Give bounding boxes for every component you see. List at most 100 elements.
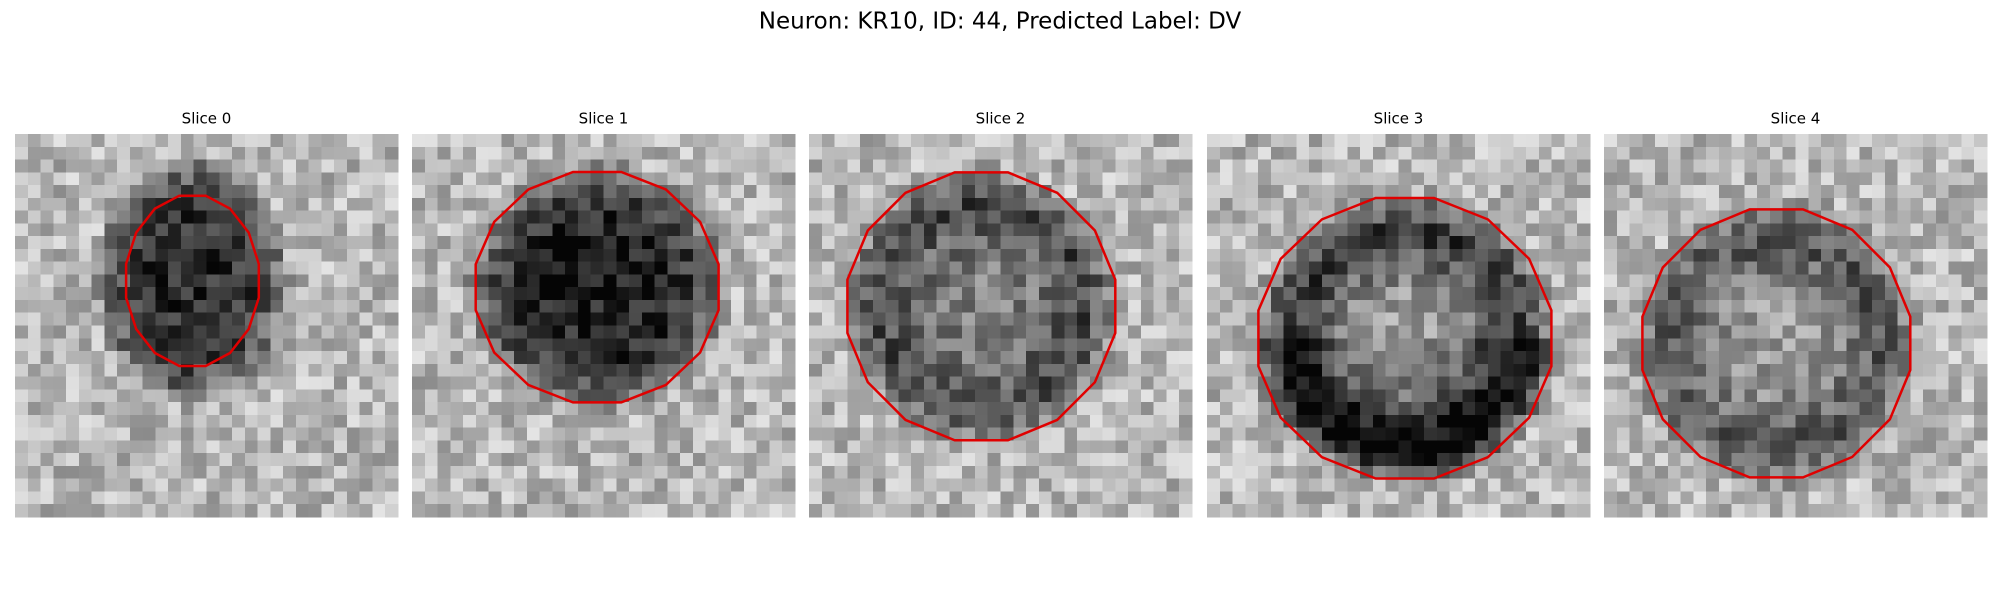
pixel (552, 146, 566, 160)
pixel (193, 274, 207, 288)
pixel (308, 478, 322, 492)
pixel (782, 274, 796, 288)
pixel (936, 197, 950, 211)
pixel (1475, 491, 1489, 505)
pixel (743, 236, 757, 250)
pixel (1910, 351, 1924, 365)
pixel (1680, 223, 1694, 237)
pixel (1089, 299, 1103, 314)
pixel (450, 351, 464, 365)
pixel (437, 159, 451, 173)
pixel (718, 185, 732, 199)
pixel (1500, 478, 1514, 492)
pixel (898, 287, 912, 301)
pixel (1604, 312, 1618, 326)
pixel (463, 248, 477, 262)
pixel (821, 210, 835, 224)
pixel (1769, 172, 1784, 186)
pixel (616, 172, 630, 186)
pixel (1270, 491, 1284, 505)
pixel (1258, 440, 1272, 454)
pixel (756, 478, 770, 492)
pixel (1334, 312, 1348, 326)
pixel (15, 185, 29, 199)
pixel (1655, 414, 1669, 428)
pixel (1128, 287, 1142, 301)
pixel (885, 427, 899, 441)
pixel (1038, 504, 1052, 518)
pixel (346, 453, 360, 467)
pixel (1655, 427, 1669, 441)
pixel (463, 427, 477, 441)
pixel (1538, 223, 1552, 237)
pixel (603, 223, 617, 237)
pixel (1821, 197, 1835, 211)
pixel (1140, 325, 1154, 339)
pixel (219, 287, 233, 301)
pixel (616, 351, 630, 365)
pixel (450, 146, 464, 160)
pixel (1655, 146, 1669, 160)
pixel (1153, 312, 1167, 326)
pixel (1462, 351, 1476, 365)
pixel (629, 325, 643, 339)
pixel (104, 402, 118, 416)
pixel (1140, 363, 1154, 377)
pixel (1026, 274, 1040, 288)
pixel (616, 146, 630, 160)
pixel (565, 440, 579, 454)
pixel (731, 287, 745, 301)
pixel (40, 210, 54, 224)
pixel (129, 504, 143, 518)
pixel (475, 223, 489, 237)
pixel (1385, 185, 1399, 199)
pixel (40, 440, 54, 454)
pixel (526, 402, 540, 416)
pixel (987, 504, 1001, 518)
pixel (27, 427, 41, 441)
pixel (1179, 274, 1193, 288)
pixel (1309, 172, 1323, 186)
pixel (743, 146, 757, 160)
pixel (1974, 389, 1988, 403)
pixel (1385, 478, 1399, 492)
pixel (129, 478, 143, 492)
pixel (501, 402, 515, 416)
pixel (437, 402, 451, 416)
pixel (1706, 402, 1720, 416)
pixel (1270, 363, 1284, 377)
pixel (1667, 172, 1681, 186)
pixel (565, 465, 579, 479)
pixel (1757, 146, 1771, 160)
pixel (1166, 402, 1180, 416)
pixel (1629, 185, 1643, 199)
pixel (911, 210, 925, 224)
pixel (40, 287, 54, 301)
pixel (1487, 389, 1501, 403)
pixel (27, 453, 41, 467)
pixel (1115, 210, 1129, 224)
pixel (539, 312, 553, 326)
pixel (667, 504, 681, 518)
pixel (283, 236, 297, 250)
pixel (321, 312, 335, 326)
pixel (1948, 223, 1962, 237)
pixel (334, 414, 348, 428)
pixel (1372, 402, 1387, 416)
pixel (1500, 287, 1514, 301)
pixel (1270, 478, 1284, 492)
pixel (1718, 287, 1732, 301)
pixel (603, 185, 617, 199)
pixel (1706, 414, 1720, 428)
pixel (1769, 389, 1784, 403)
pixel (769, 504, 783, 518)
pixel (552, 134, 566, 148)
pixel (1577, 491, 1591, 505)
pixel (1910, 440, 1924, 454)
pixel (885, 223, 899, 237)
pixel (117, 261, 131, 275)
pixel (53, 274, 67, 288)
pixel (1385, 504, 1399, 518)
pixel (1000, 402, 1014, 416)
pixel (743, 389, 757, 403)
